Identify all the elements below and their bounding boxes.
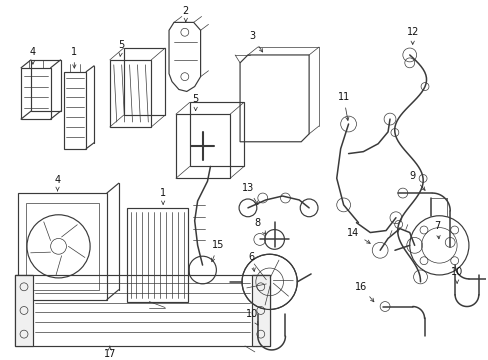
Text: 9: 9 [409, 171, 424, 190]
Text: 5: 5 [118, 40, 124, 56]
Bar [110, 60, 151, 127]
Text: 16: 16 [355, 282, 373, 302]
Text: 11: 11 [337, 93, 349, 121]
Text: 6: 6 [248, 252, 255, 271]
Text: 5: 5 [192, 94, 199, 111]
Text: 13: 13 [242, 183, 257, 205]
Bar [123, 48, 165, 115]
Bar [176, 114, 230, 178]
Bar [21, 68, 51, 119]
Text: 8: 8 [254, 218, 265, 234]
Text: 7: 7 [433, 221, 440, 239]
Text: 3: 3 [248, 31, 262, 52]
Bar [126, 208, 187, 302]
Text: 14: 14 [346, 228, 369, 243]
Bar [15, 275, 269, 346]
Bar [18, 193, 107, 300]
Text: 1: 1 [71, 47, 77, 68]
Text: 12: 12 [406, 27, 418, 44]
Bar [26, 203, 99, 290]
Bar [64, 72, 86, 149]
Text: 4: 4 [54, 175, 61, 191]
Bar [189, 102, 244, 166]
Text: 4: 4 [30, 47, 36, 64]
Bar [31, 60, 61, 111]
Text: 2: 2 [183, 5, 188, 22]
Text: 17: 17 [103, 346, 116, 359]
Text: 15: 15 [211, 240, 224, 262]
Bar [15, 275, 33, 346]
Text: 10: 10 [450, 267, 462, 283]
Bar [251, 275, 269, 346]
Text: 10: 10 [245, 309, 258, 325]
Text: 1: 1 [160, 188, 166, 204]
